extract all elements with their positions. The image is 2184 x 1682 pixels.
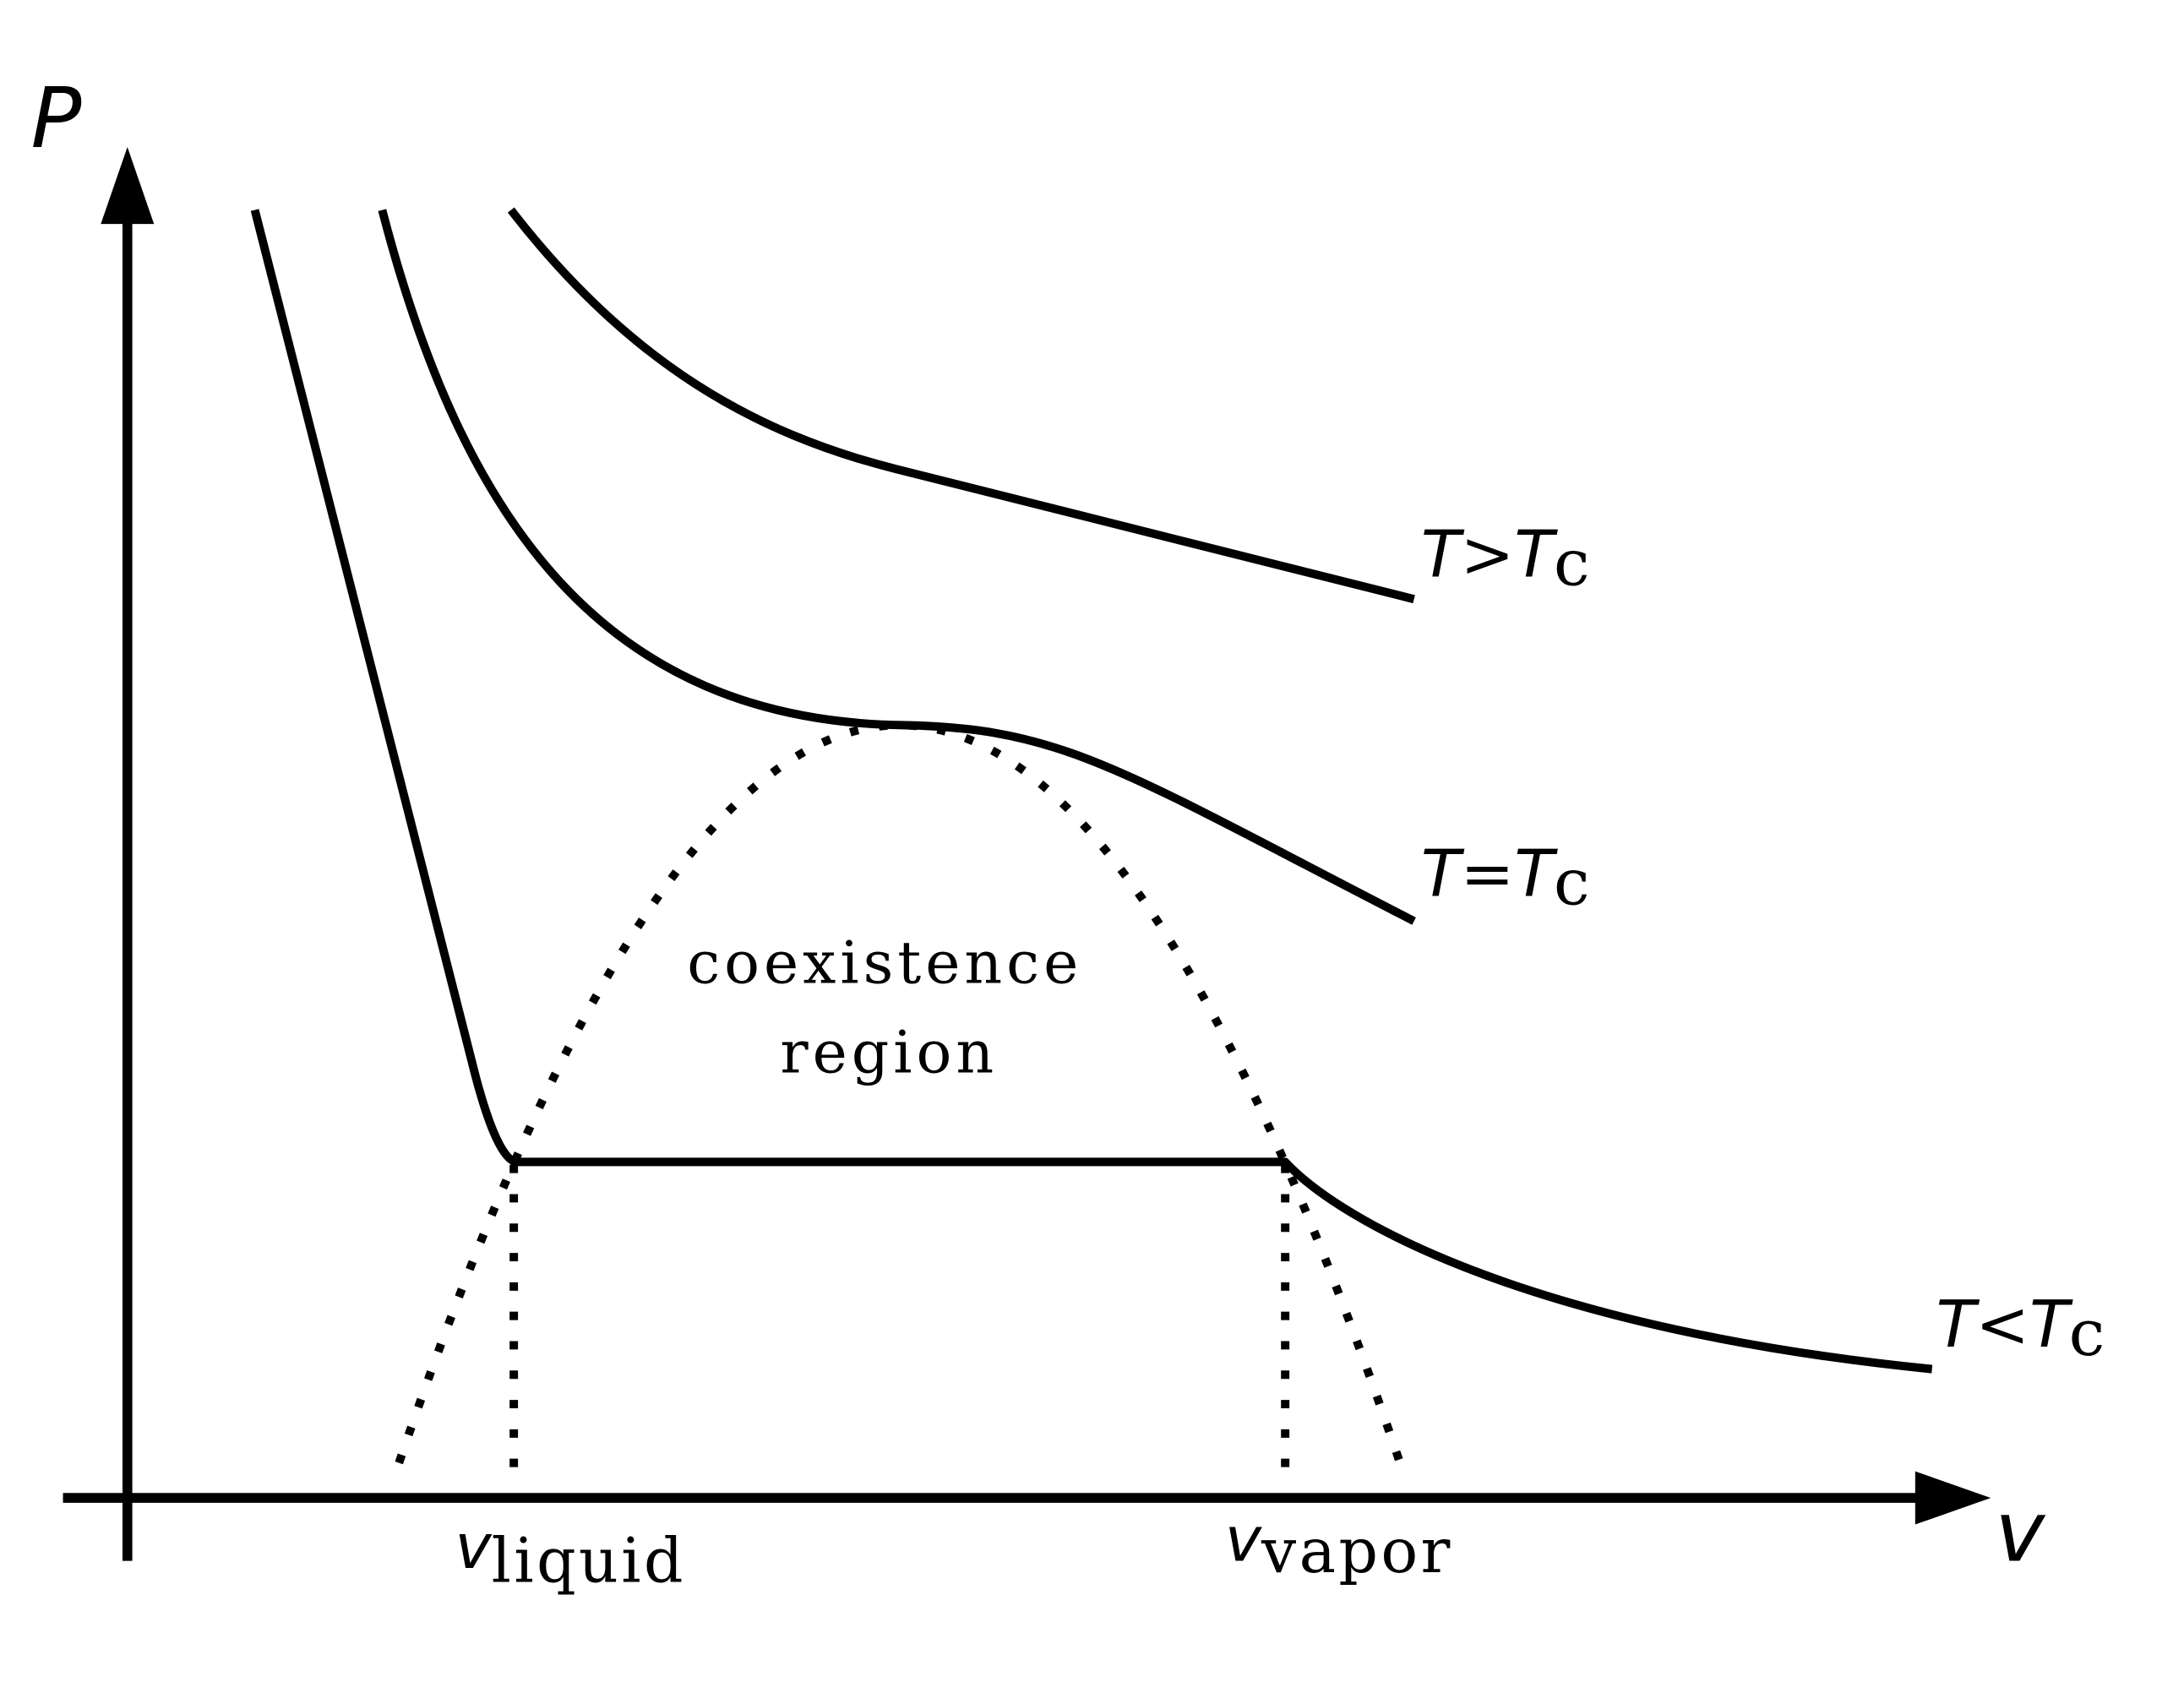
text-part: = — [1460, 836, 1514, 912]
text-part: T — [2029, 1287, 2073, 1362]
text-part: liquid — [492, 1525, 686, 1597]
isotherm-above-critical — [507, 207, 1415, 604]
text-part: c — [1554, 844, 1590, 919]
volume-marker-label: vliquid — [455, 1511, 686, 1598]
p-axis-arrow — [101, 147, 155, 225]
isotherm-label: T>Tc — [1421, 517, 1590, 601]
region-label: coexistence — [687, 928, 1082, 997]
p-axis-label: P — [30, 70, 81, 167]
isotherm-critical — [378, 209, 1416, 925]
text-part: T — [1514, 517, 1558, 592]
isotherm-below-critical — [250, 209, 1933, 1374]
text-part: v — [455, 1511, 493, 1583]
volume-marker-label: vvapor — [1225, 1505, 1453, 1587]
text-part: v — [1225, 1505, 1263, 1576]
text-part: T — [1936, 1287, 1980, 1362]
text-part: vapor — [1261, 1516, 1453, 1587]
text-part: T — [1421, 836, 1465, 912]
text-part: T — [1514, 836, 1558, 912]
v-axis-arrow — [1914, 1471, 1991, 1525]
text-part: > — [1460, 517, 1514, 592]
region-label: region — [780, 1018, 998, 1086]
coexistence-dome — [395, 721, 1404, 1465]
text-part: c — [2069, 1295, 2105, 1370]
text-part: c — [1554, 525, 1590, 601]
isotherm-label: T=Tc — [1421, 836, 1590, 920]
text-part: T — [1421, 517, 1465, 592]
text-part: < — [1975, 1287, 2029, 1362]
isotherm-label: T<Tc — [1936, 1287, 2105, 1370]
v-axis-label: v — [1995, 1484, 2046, 1581]
